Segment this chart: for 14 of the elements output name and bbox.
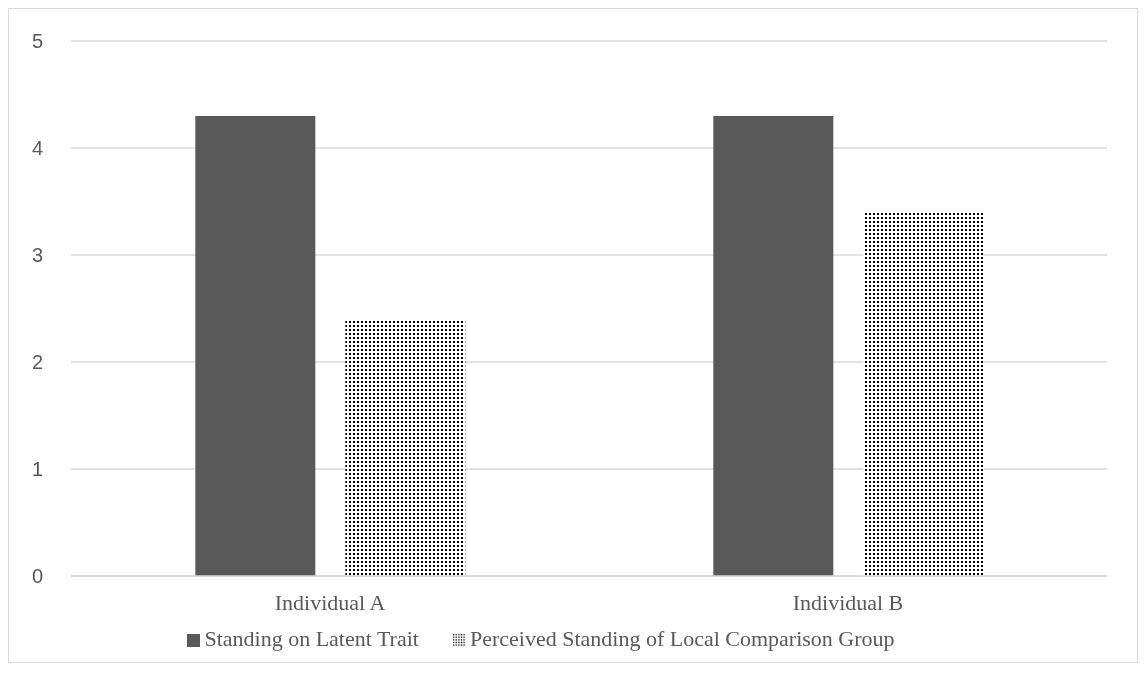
legend-label: Standing on Latent Trait [204,626,419,651]
bar [863,212,984,576]
bar [345,319,466,576]
x-tick-label: Individual A [274,589,386,615]
x-tick-label: Individual B [792,589,904,615]
y-tick-label: 0 [31,565,43,588]
legend-label: Perceived Standing of Local Comparison Group [469,626,895,651]
bar [713,115,834,576]
bar [195,115,316,576]
y-tick-label: 2 [31,351,43,374]
y-tick-label: 5 [31,30,43,53]
y-tick-label: 3 [31,244,43,267]
y-tick-label: 1 [31,458,43,481]
y-tick-label: 4 [31,137,43,160]
